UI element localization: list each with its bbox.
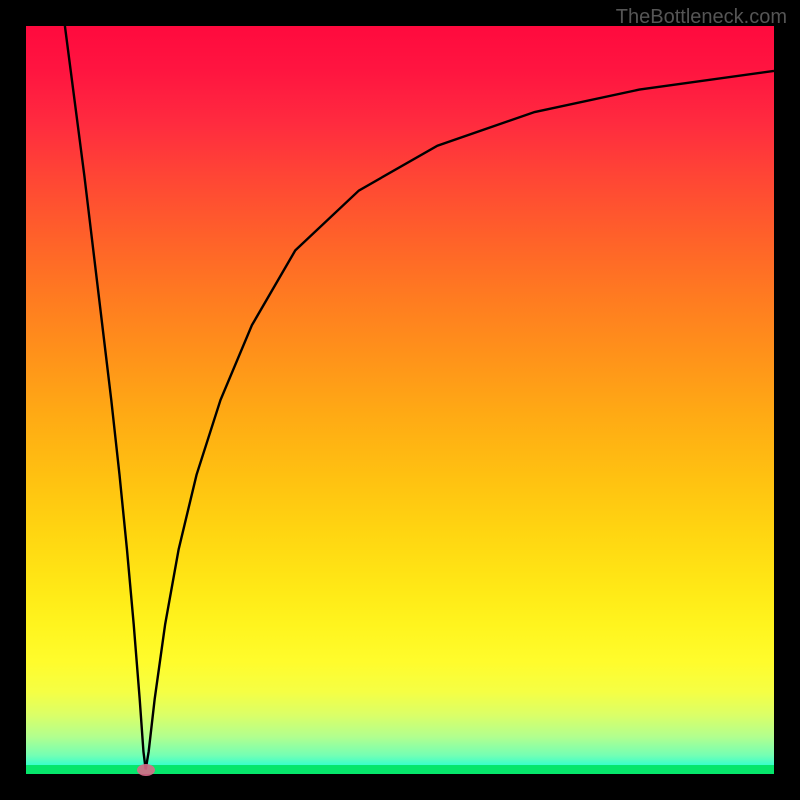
bottleneck-curve	[26, 26, 774, 774]
plot-area	[26, 26, 774, 774]
chart-container: TheBottleneck.com	[0, 0, 800, 800]
minimum-marker	[137, 764, 155, 776]
